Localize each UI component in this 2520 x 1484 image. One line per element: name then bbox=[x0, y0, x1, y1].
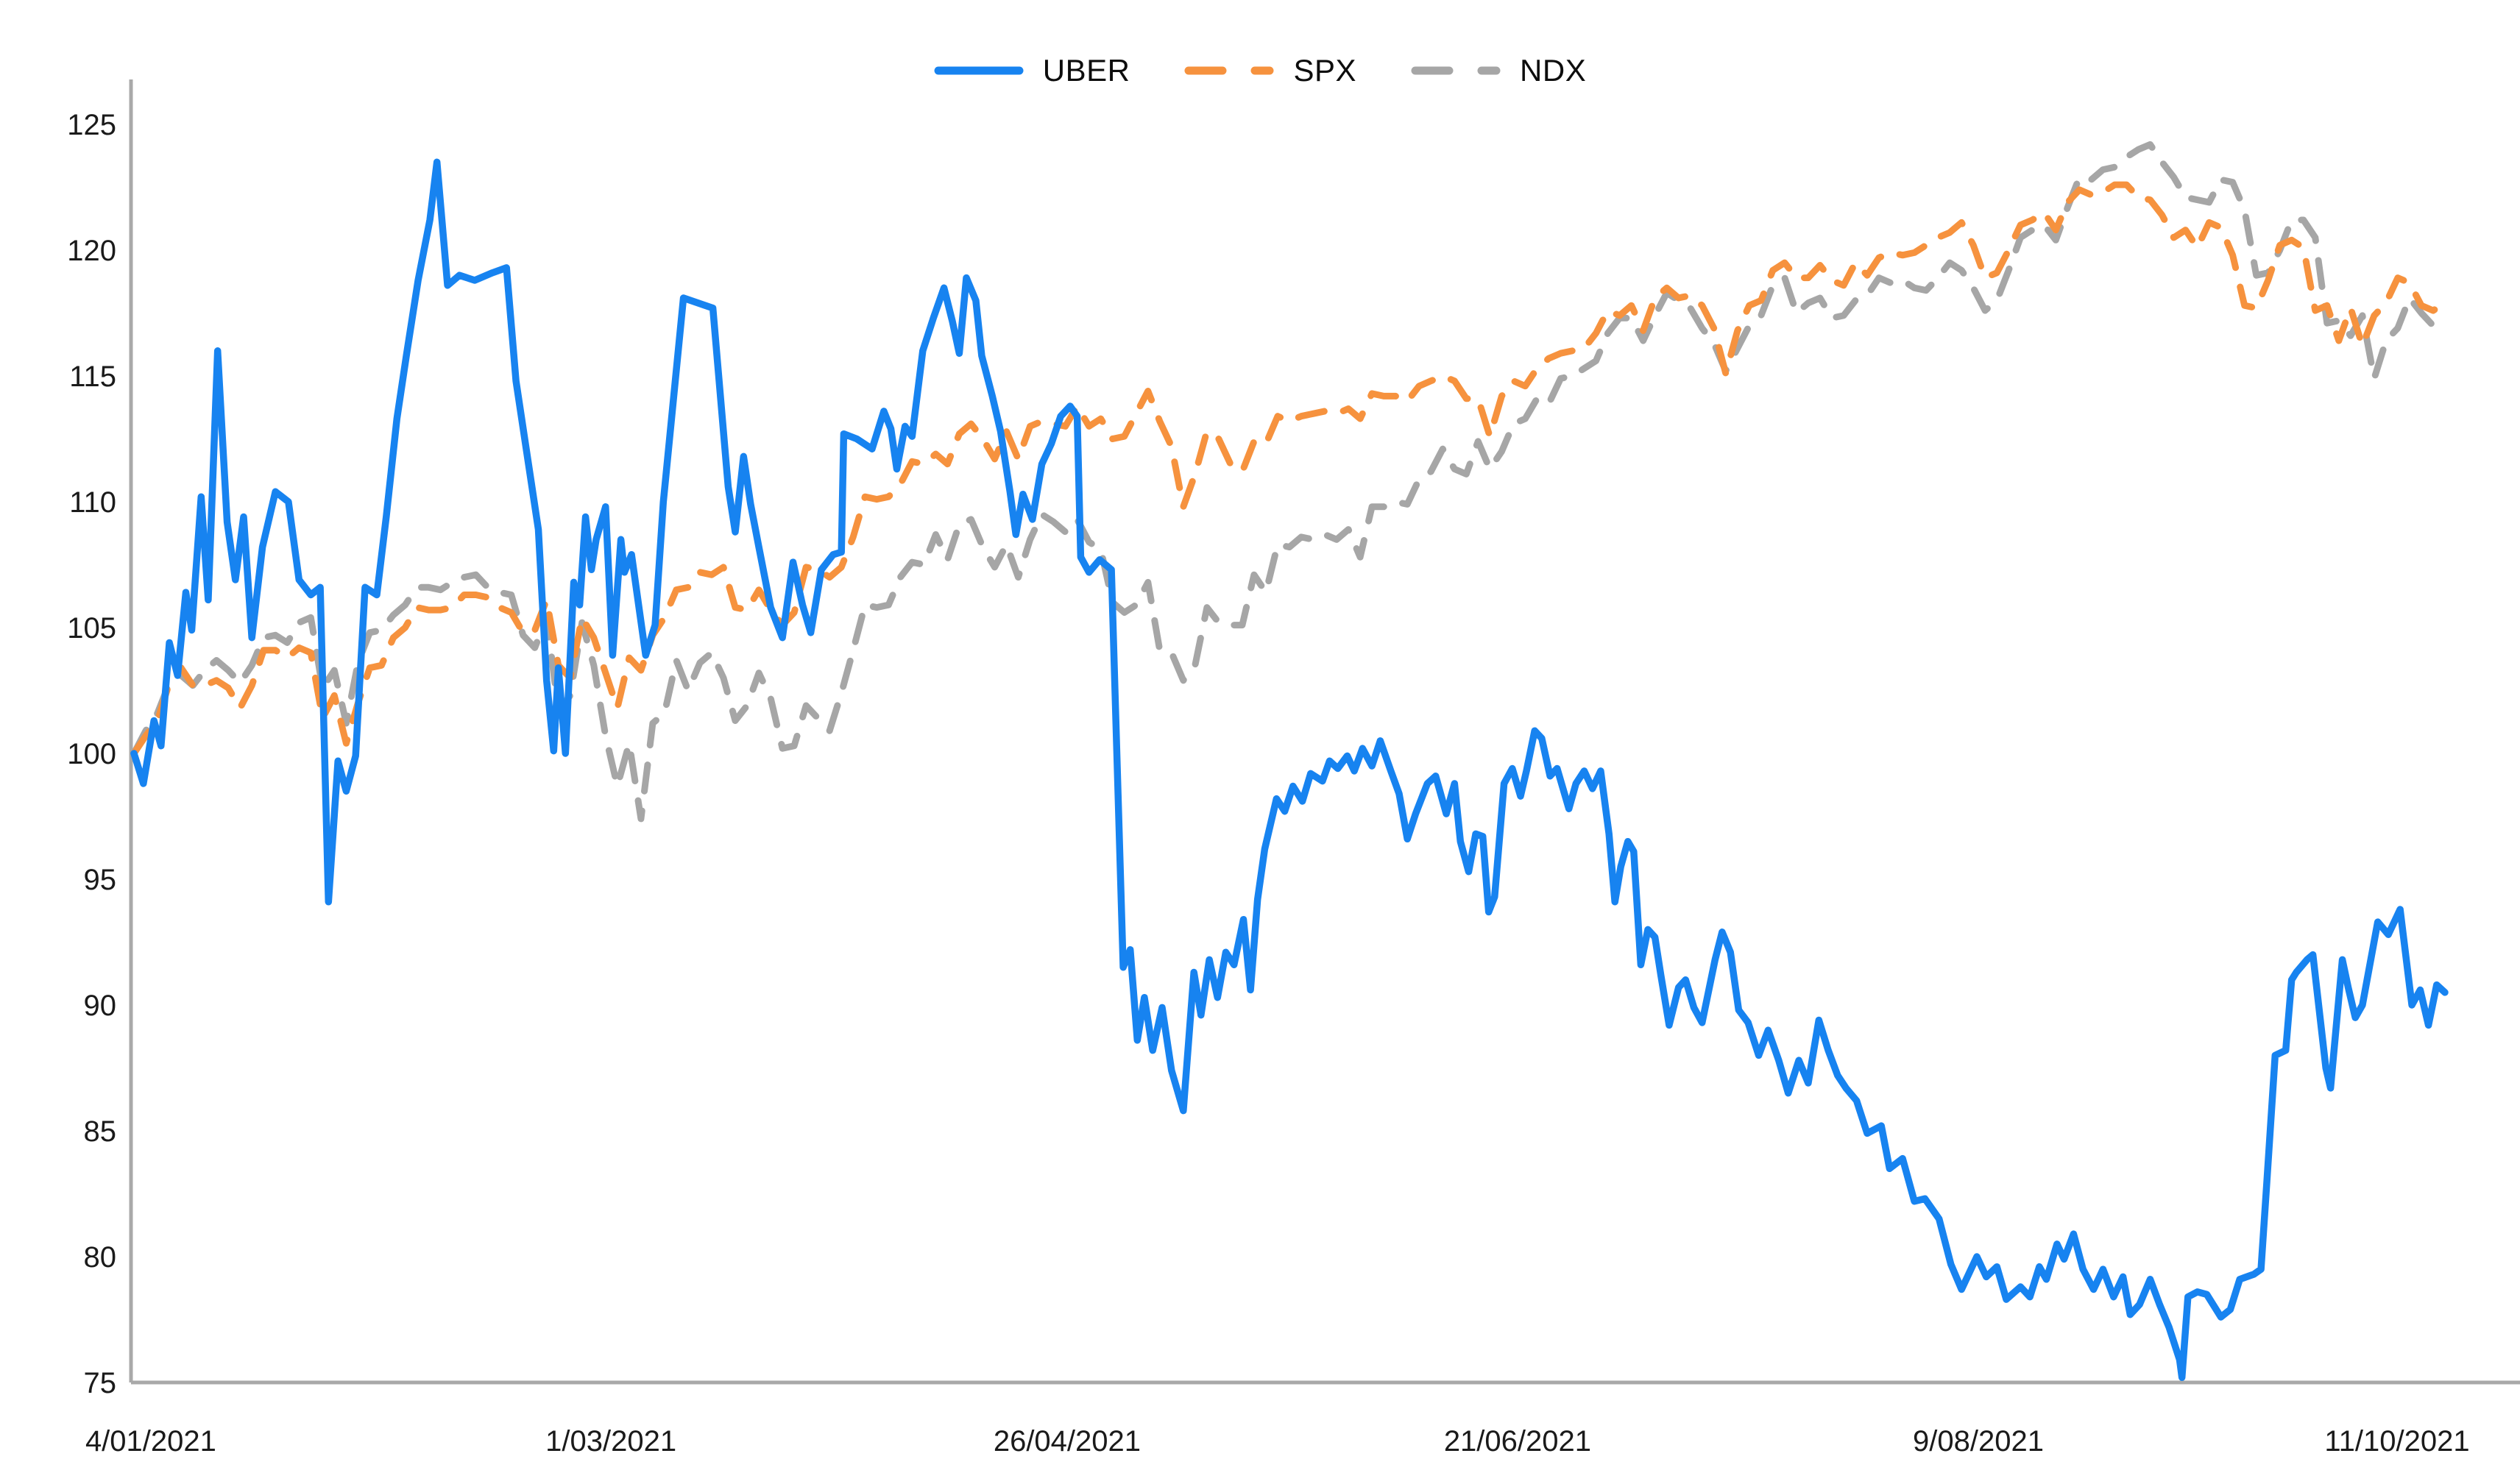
series-line-ndx bbox=[130, 141, 2449, 823]
x-tick-label: 21/06/2021 bbox=[1444, 1425, 1591, 1458]
y-tick-label: 105 bbox=[67, 612, 116, 645]
y-tick-label: 125 bbox=[67, 109, 116, 141]
y-tick-label: 100 bbox=[67, 738, 116, 770]
x-tick-label: 11/10/2021 bbox=[2324, 1425, 2469, 1458]
y-tick-label: 110 bbox=[69, 486, 116, 519]
y-tick-label: 80 bbox=[84, 1241, 117, 1274]
series-line-uber bbox=[130, 158, 2449, 1381]
y-tick-label: 75 bbox=[84, 1367, 117, 1399]
y-tick-label: 85 bbox=[84, 1115, 117, 1148]
x-tick-label: 4/01/2021 bbox=[85, 1425, 216, 1458]
x-tick-label: 1/03/2021 bbox=[545, 1425, 676, 1458]
y-tick-label: 90 bbox=[84, 990, 117, 1022]
x-tick-label: 9/08/2021 bbox=[1913, 1425, 2044, 1458]
y-tick-label: 120 bbox=[67, 235, 116, 267]
y-tick-label: 95 bbox=[84, 864, 117, 896]
x-tick-label: 26/04/2021 bbox=[994, 1425, 1141, 1458]
series-line-spx bbox=[130, 181, 2449, 757]
y-tick-label: 115 bbox=[69, 361, 116, 393]
